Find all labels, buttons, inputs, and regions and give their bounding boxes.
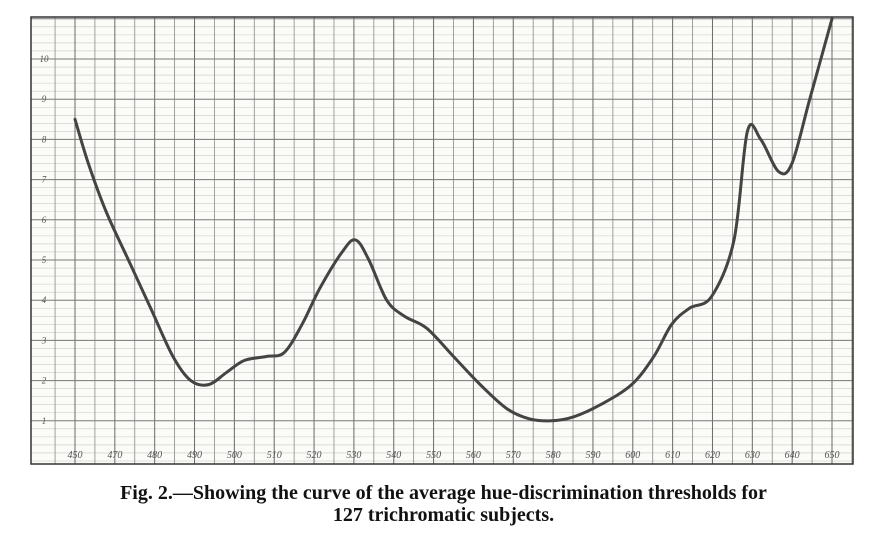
- x-tick-label: 570: [506, 450, 521, 461]
- y-tick-label: 4: [42, 295, 47, 305]
- x-tick-label: 540: [386, 450, 401, 461]
- x-tick-label: 610: [665, 450, 680, 461]
- plot-background: [31, 17, 853, 464]
- x-tick-label: 480: [147, 450, 162, 461]
- x-tick-label: 620: [705, 450, 720, 461]
- caption-line-2: 127 trichromatic subjects.: [332, 504, 555, 526]
- x-tick-label: 520: [307, 450, 322, 461]
- series-line: [73, 17, 834, 423]
- caption-line-1: Fig. 2.—Showing the curve of the average…: [0, 482, 887, 504]
- x-tick-label: 450: [68, 450, 83, 461]
- y-tick-label: 5: [42, 255, 47, 265]
- y-tick-label: 1: [42, 416, 47, 426]
- x-tick-label: 600: [625, 450, 640, 461]
- x-tick-label: 590: [585, 450, 600, 461]
- caption-label: Fig. 2.: [120, 482, 173, 504]
- x-tick-label: 550: [426, 450, 441, 461]
- x-tick-label: 580: [546, 450, 561, 461]
- x-tick-label: 530: [346, 450, 361, 461]
- y-tick-labels: 1 2 3 4 5 6 7 8 9 10: [40, 54, 50, 426]
- y-tick-label: 8: [42, 134, 47, 144]
- figure-caption: Fig. 2.—Showing the curve of the average…: [0, 482, 887, 526]
- x-tick-label: 470: [107, 450, 122, 461]
- x-tick-label: 490: [187, 450, 202, 461]
- y-tick-label: 3: [41, 335, 47, 345]
- y-tick-label: 2: [42, 376, 47, 386]
- x-tick-label: 510: [267, 450, 282, 461]
- y-tick-label: 7: [42, 175, 47, 185]
- x-tick-label: 500: [227, 450, 242, 461]
- y-tick-label: 6: [42, 215, 47, 225]
- x-tick-label: 630: [745, 450, 760, 461]
- caption-text-1: —Showing the curve of the average hue-di…: [172, 482, 767, 504]
- x-tick-label: 560: [466, 450, 481, 461]
- plot-frame: [30, 16, 854, 465]
- y-tick-label: 10: [40, 54, 50, 64]
- x-tick-labels: 450 470 480 490 500 510 520 530 540 550 560 570 580 5…: [68, 450, 840, 461]
- y-tick-label: 9: [42, 94, 47, 104]
- x-tick-label: 640: [785, 450, 800, 461]
- series-group: [73, 17, 834, 423]
- x-tick-label: 650: [825, 450, 840, 461]
